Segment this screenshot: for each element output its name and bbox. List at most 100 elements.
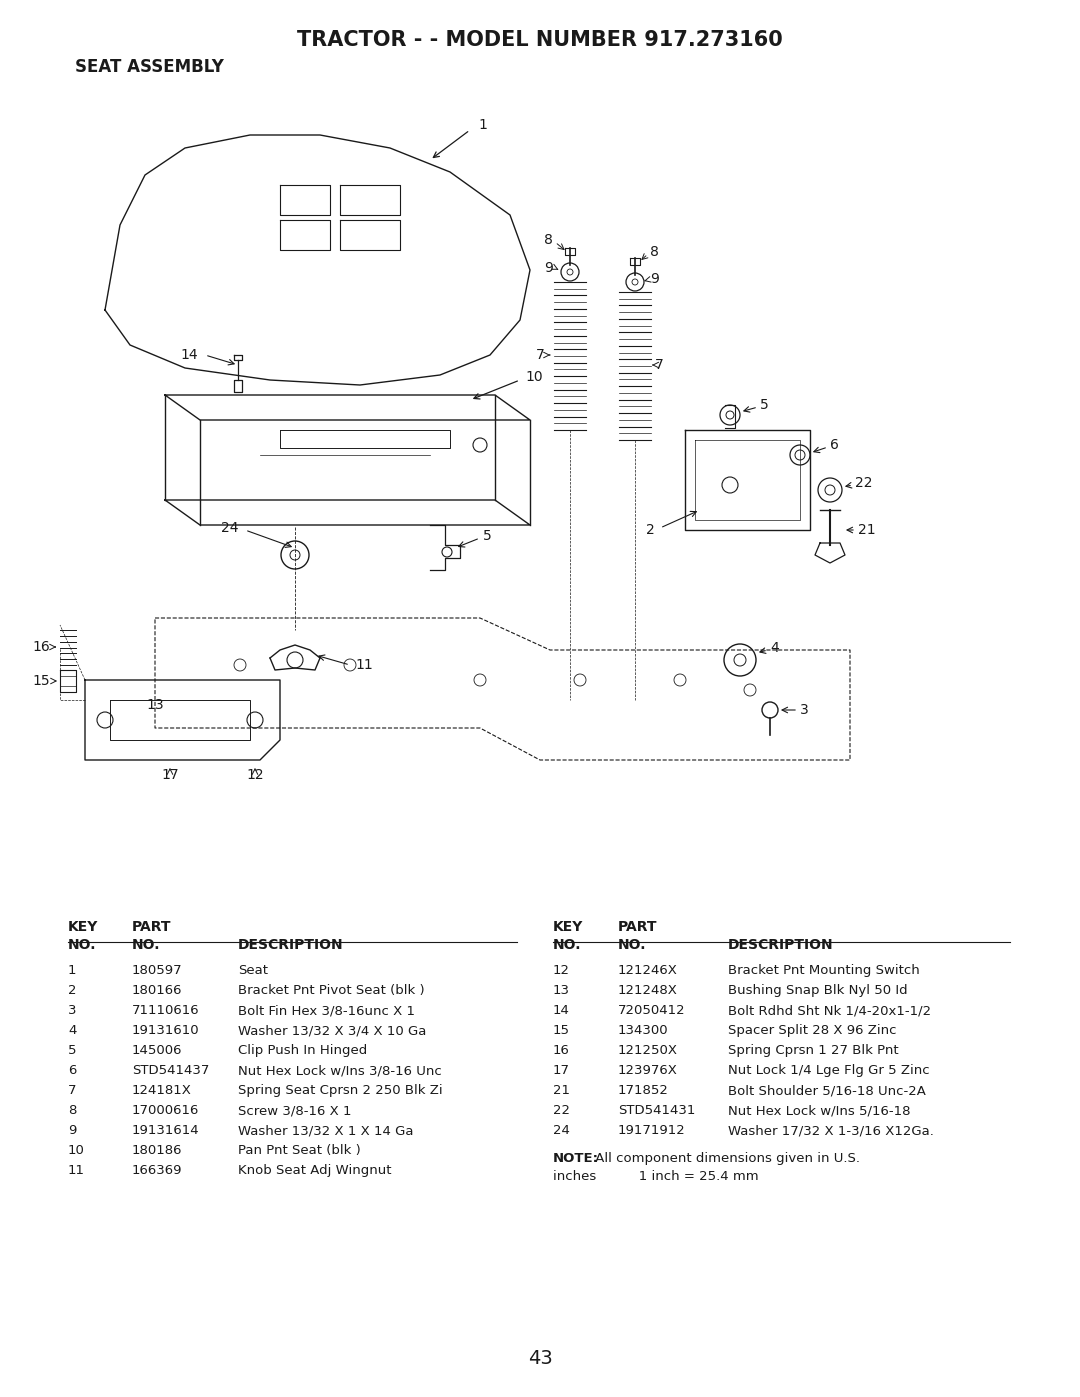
Text: SEAT ASSEMBLY: SEAT ASSEMBLY	[75, 59, 224, 75]
Text: 134300: 134300	[618, 1024, 669, 1037]
Text: 72050412: 72050412	[618, 1004, 686, 1017]
Text: 2: 2	[646, 522, 654, 536]
Text: 71110616: 71110616	[132, 1004, 200, 1017]
Text: Spring Cprsn 1 27 Blk Pnt: Spring Cprsn 1 27 Blk Pnt	[728, 1044, 899, 1058]
Text: 16: 16	[32, 640, 50, 654]
Text: 11: 11	[68, 1164, 85, 1178]
Text: STD541431: STD541431	[618, 1104, 696, 1118]
Text: 19171912: 19171912	[618, 1125, 686, 1137]
Text: 43: 43	[528, 1350, 552, 1369]
Text: 9: 9	[544, 261, 553, 275]
Text: 17: 17	[553, 1065, 570, 1077]
Text: 7: 7	[537, 348, 545, 362]
Text: 15: 15	[32, 673, 50, 687]
Text: 17: 17	[161, 768, 179, 782]
Text: 9: 9	[650, 272, 659, 286]
Text: STD541437: STD541437	[132, 1065, 210, 1077]
Text: DESCRIPTION: DESCRIPTION	[728, 937, 834, 951]
Text: DESCRIPTION: DESCRIPTION	[238, 937, 343, 951]
Text: 8: 8	[650, 244, 659, 258]
Text: 7: 7	[654, 358, 664, 372]
Text: 8: 8	[68, 1104, 77, 1118]
Text: 19131614: 19131614	[132, 1125, 200, 1137]
Text: inches          1 inch = 25.4 mm: inches 1 inch = 25.4 mm	[553, 1171, 758, 1183]
Text: 124181X: 124181X	[132, 1084, 192, 1097]
Text: 1: 1	[478, 117, 487, 131]
Text: 4: 4	[68, 1024, 77, 1037]
Text: Spacer Split 28 X 96 Zinc: Spacer Split 28 X 96 Zinc	[728, 1024, 896, 1037]
Text: 3: 3	[800, 703, 809, 717]
Text: NO.: NO.	[553, 937, 581, 951]
Text: 22: 22	[855, 476, 873, 490]
Text: NOTE:: NOTE:	[553, 1153, 599, 1165]
Text: All component dimensions given in U.S.: All component dimensions given in U.S.	[591, 1153, 860, 1165]
Text: 121248X: 121248X	[618, 983, 678, 997]
Text: Screw 3/8-16 X 1: Screw 3/8-16 X 1	[238, 1104, 351, 1118]
Text: Nut Hex Lock w/Ins 5/16-18: Nut Hex Lock w/Ins 5/16-18	[728, 1104, 910, 1118]
Text: 171852: 171852	[618, 1084, 669, 1097]
Text: 15: 15	[553, 1024, 570, 1037]
Text: 1: 1	[68, 964, 77, 977]
Text: KEY: KEY	[553, 921, 583, 935]
Text: 4: 4	[770, 641, 779, 655]
Text: KEY: KEY	[68, 921, 98, 935]
Text: PART: PART	[132, 921, 172, 935]
Text: 11: 11	[355, 658, 373, 672]
Text: Spring Seat Cprsn 2 250 Blk Zi: Spring Seat Cprsn 2 250 Blk Zi	[238, 1084, 443, 1097]
Text: 12: 12	[553, 964, 570, 977]
Text: 180166: 180166	[132, 983, 183, 997]
Text: 13: 13	[553, 983, 570, 997]
Text: 6: 6	[831, 439, 839, 453]
Text: 5: 5	[483, 529, 491, 543]
Text: 12: 12	[246, 768, 264, 782]
Text: 10: 10	[525, 370, 542, 384]
Text: 5: 5	[68, 1044, 77, 1058]
Text: 21: 21	[858, 522, 876, 536]
Text: 17000616: 17000616	[132, 1104, 200, 1118]
Text: Washer 17/32 X 1-3/16 X12Ga.: Washer 17/32 X 1-3/16 X12Ga.	[728, 1125, 934, 1137]
Text: 24: 24	[553, 1125, 570, 1137]
Text: 3: 3	[68, 1004, 77, 1017]
Text: Nut Lock 1/4 Lge Flg Gr 5 Zinc: Nut Lock 1/4 Lge Flg Gr 5 Zinc	[728, 1065, 930, 1077]
Text: Clip Push In Hinged: Clip Push In Hinged	[238, 1044, 367, 1058]
Text: Knob Seat Adj Wingnut: Knob Seat Adj Wingnut	[238, 1164, 391, 1178]
Text: 6: 6	[68, 1065, 77, 1077]
Text: 24: 24	[220, 521, 238, 535]
Text: 180597: 180597	[132, 964, 183, 977]
Text: 121250X: 121250X	[618, 1044, 678, 1058]
Text: Bushing Snap Blk Nyl 50 Id: Bushing Snap Blk Nyl 50 Id	[728, 983, 907, 997]
Text: PART: PART	[618, 921, 658, 935]
Text: Washer 13/32 X 3/4 X 10 Ga: Washer 13/32 X 3/4 X 10 Ga	[238, 1024, 427, 1037]
Text: Washer 13/32 X 1 X 14 Ga: Washer 13/32 X 1 X 14 Ga	[238, 1125, 414, 1137]
Text: 22: 22	[553, 1104, 570, 1118]
Text: TRACTOR - - MODEL NUMBER 917.273160: TRACTOR - - MODEL NUMBER 917.273160	[297, 29, 783, 50]
Text: NO.: NO.	[618, 937, 647, 951]
Text: 16: 16	[553, 1044, 570, 1058]
Text: Bracket Pnt Pivot Seat (blk ): Bracket Pnt Pivot Seat (blk )	[238, 983, 424, 997]
Text: Seat: Seat	[238, 964, 268, 977]
Text: 5: 5	[760, 398, 769, 412]
Text: Bolt Fin Hex 3/8-16unc X 1: Bolt Fin Hex 3/8-16unc X 1	[238, 1004, 415, 1017]
Text: 19131610: 19131610	[132, 1024, 200, 1037]
Text: 10: 10	[68, 1144, 85, 1157]
Text: Pan Pnt Seat (blk ): Pan Pnt Seat (blk )	[238, 1144, 361, 1157]
Text: 21: 21	[553, 1084, 570, 1097]
Text: 13: 13	[146, 698, 164, 712]
Text: Bracket Pnt Mounting Switch: Bracket Pnt Mounting Switch	[728, 964, 920, 977]
Text: 14: 14	[553, 1004, 570, 1017]
Text: Nut Hex Lock w/Ins 3/8-16 Unc: Nut Hex Lock w/Ins 3/8-16 Unc	[238, 1065, 442, 1077]
Text: 7: 7	[68, 1084, 77, 1097]
Text: 123976X: 123976X	[618, 1065, 678, 1077]
Text: 166369: 166369	[132, 1164, 183, 1178]
Text: NO.: NO.	[68, 937, 96, 951]
Text: 14: 14	[180, 348, 198, 362]
Text: 145006: 145006	[132, 1044, 183, 1058]
Text: Bolt Rdhd Sht Nk 1/4-20x1-1/2: Bolt Rdhd Sht Nk 1/4-20x1-1/2	[728, 1004, 931, 1017]
Text: 121246X: 121246X	[618, 964, 678, 977]
Text: 8: 8	[544, 233, 553, 247]
Text: 180186: 180186	[132, 1144, 183, 1157]
Text: 9: 9	[68, 1125, 77, 1137]
Text: NO.: NO.	[132, 937, 161, 951]
Text: Bolt Shoulder 5/16-18 Unc-2A: Bolt Shoulder 5/16-18 Unc-2A	[728, 1084, 926, 1097]
Text: 2: 2	[68, 983, 77, 997]
